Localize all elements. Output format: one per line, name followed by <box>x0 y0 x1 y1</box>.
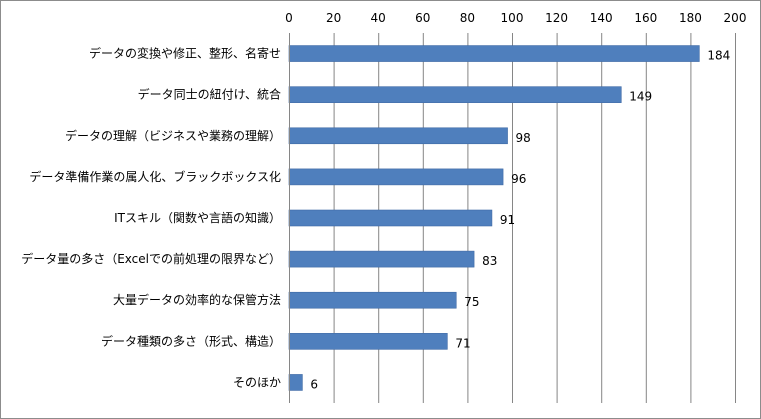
data-labels: 184 149 98 96 91 83 75 71 6 <box>310 49 730 392</box>
x-tick-label: 100 <box>501 11 524 25</box>
x-tick-label: 180 <box>679 11 702 25</box>
bar <box>288 374 303 391</box>
x-axis-tick-labels: 0 20 40 60 80 100 120 140 160 180 200 <box>285 11 746 25</box>
x-tick-label: 200 <box>724 11 747 25</box>
bar <box>288 333 448 350</box>
x-tick-label: 160 <box>634 11 657 25</box>
category-label: 大量データの効率的な保管方法 <box>113 292 281 307</box>
category-label: データの理解（ビジネスや業務の理解） <box>65 128 281 143</box>
bar <box>288 45 700 62</box>
bar <box>288 168 504 186</box>
x-tick-label: 120 <box>545 11 568 25</box>
data-label: 91 <box>500 213 515 227</box>
bar <box>288 250 475 268</box>
category-label: ITスキル（関数や言語の知識） <box>114 210 281 225</box>
category-label: データ種類の多さ（形式、構造） <box>101 333 281 348</box>
category-label: データの変換や修正、整形、名寄せ <box>89 46 281 61</box>
data-label: 96 <box>511 172 526 186</box>
bars <box>288 45 700 391</box>
data-label: 75 <box>464 295 479 309</box>
data-label: 149 <box>629 90 652 104</box>
data-label: 98 <box>516 131 531 145</box>
category-label: データ同士の紐付け、統合 <box>138 87 281 102</box>
data-label: 71 <box>455 336 470 350</box>
data-label: 83 <box>482 254 497 268</box>
bar <box>288 291 457 309</box>
data-label: 184 <box>707 49 730 63</box>
data-label: 6 <box>310 377 318 391</box>
x-tick-label: 0 <box>285 11 293 25</box>
category-label: データ量の多さ（Excelでの前処理の限界など） <box>21 251 281 266</box>
x-tick-label: 40 <box>371 11 386 25</box>
x-tick-label: 140 <box>590 11 613 25</box>
bar <box>288 127 508 145</box>
x-tick-label: 20 <box>326 11 341 25</box>
x-tick-label: 60 <box>415 11 430 25</box>
category-label: データ準備作業の属人化、ブラックボックス化 <box>29 169 281 184</box>
x-tick-label: 80 <box>460 11 475 25</box>
category-labels: データの変換や修正、整形、名寄せデータ同士の紐付け、統合データの理解（ビジネスや… <box>21 46 281 390</box>
bar <box>288 86 622 103</box>
bar <box>288 209 493 227</box>
category-label: そのほか <box>233 375 281 389</box>
